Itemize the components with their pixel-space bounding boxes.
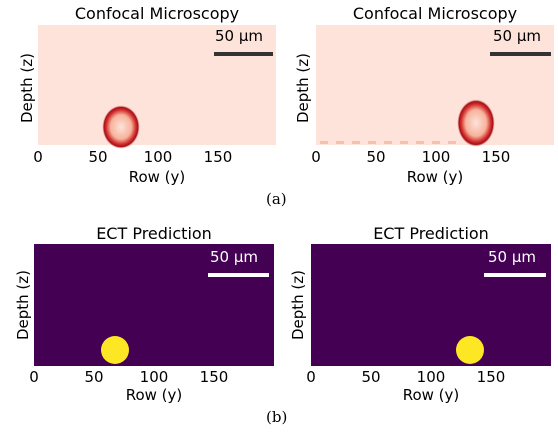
- image-background: [311, 244, 551, 366]
- scale-bar-label: 50 µm: [215, 27, 264, 45]
- x-tick-label: 100: [139, 368, 169, 386]
- scale-bar: [208, 273, 269, 277]
- x-tick-label: 0: [33, 148, 43, 166]
- confocal-image-right: [316, 25, 554, 147]
- x-tick-label: 0: [29, 368, 39, 386]
- x-axis-label: Row (y): [128, 168, 186, 186]
- x-tick-label: 150: [481, 148, 511, 166]
- confocal-image-left: [38, 25, 276, 149]
- x-tick-label: 0: [306, 368, 316, 386]
- x-tick-label: 50: [84, 368, 104, 386]
- x-tick-label: 0: [311, 148, 321, 166]
- x-tick-label: 150: [203, 148, 233, 166]
- subfigure-label-b: (b): [266, 408, 288, 426]
- x-tick-label: 100: [416, 368, 446, 386]
- y-axis-label: Depth (z): [18, 52, 36, 124]
- x-tick-label: 50: [366, 148, 386, 166]
- x-axis-label: Row (y): [406, 168, 464, 186]
- scale-bar: [214, 52, 273, 56]
- x-tick-label: 100: [143, 148, 173, 166]
- x-tick-label: 50: [361, 368, 381, 386]
- predicted-cell: [456, 336, 484, 364]
- x-axis-label: Row (y): [125, 386, 183, 404]
- ect-image-left: [34, 244, 274, 366]
- panel-title: ECT Prediction: [96, 224, 212, 243]
- scale-bar: [484, 273, 546, 277]
- y-axis-label: Depth (z): [289, 269, 307, 341]
- panel-title: ECT Prediction: [373, 224, 489, 243]
- x-tick-label: 50: [88, 148, 108, 166]
- y-axis-label: Depth (z): [294, 52, 312, 124]
- image-background: [34, 244, 274, 366]
- stripe-artifacts: [320, 141, 456, 144]
- x-tick-label: 100: [421, 148, 451, 166]
- ect-image-right: [311, 244, 551, 366]
- image-background: [38, 25, 276, 145]
- x-tick-label: 150: [476, 368, 506, 386]
- scale-bar-label: 50 µm: [210, 248, 259, 266]
- predicted-cell: [101, 336, 129, 364]
- panel-title: Confocal Microscopy: [74, 4, 240, 23]
- x-tick-label: 150: [199, 368, 229, 386]
- panel-title: Confocal Microscopy: [352, 4, 518, 23]
- scale-bar: [490, 52, 551, 56]
- image-background: [316, 25, 554, 145]
- cell-ring: [102, 105, 140, 149]
- cell-ring: [457, 99, 495, 147]
- x-axis-label: Row (y): [402, 386, 460, 404]
- scale-bar-label: 50 µm: [493, 27, 542, 45]
- scale-bar-label: 50 µm: [488, 248, 537, 266]
- y-axis-label: Depth (z): [14, 269, 32, 341]
- subfigure-label-a: (a): [266, 190, 287, 208]
